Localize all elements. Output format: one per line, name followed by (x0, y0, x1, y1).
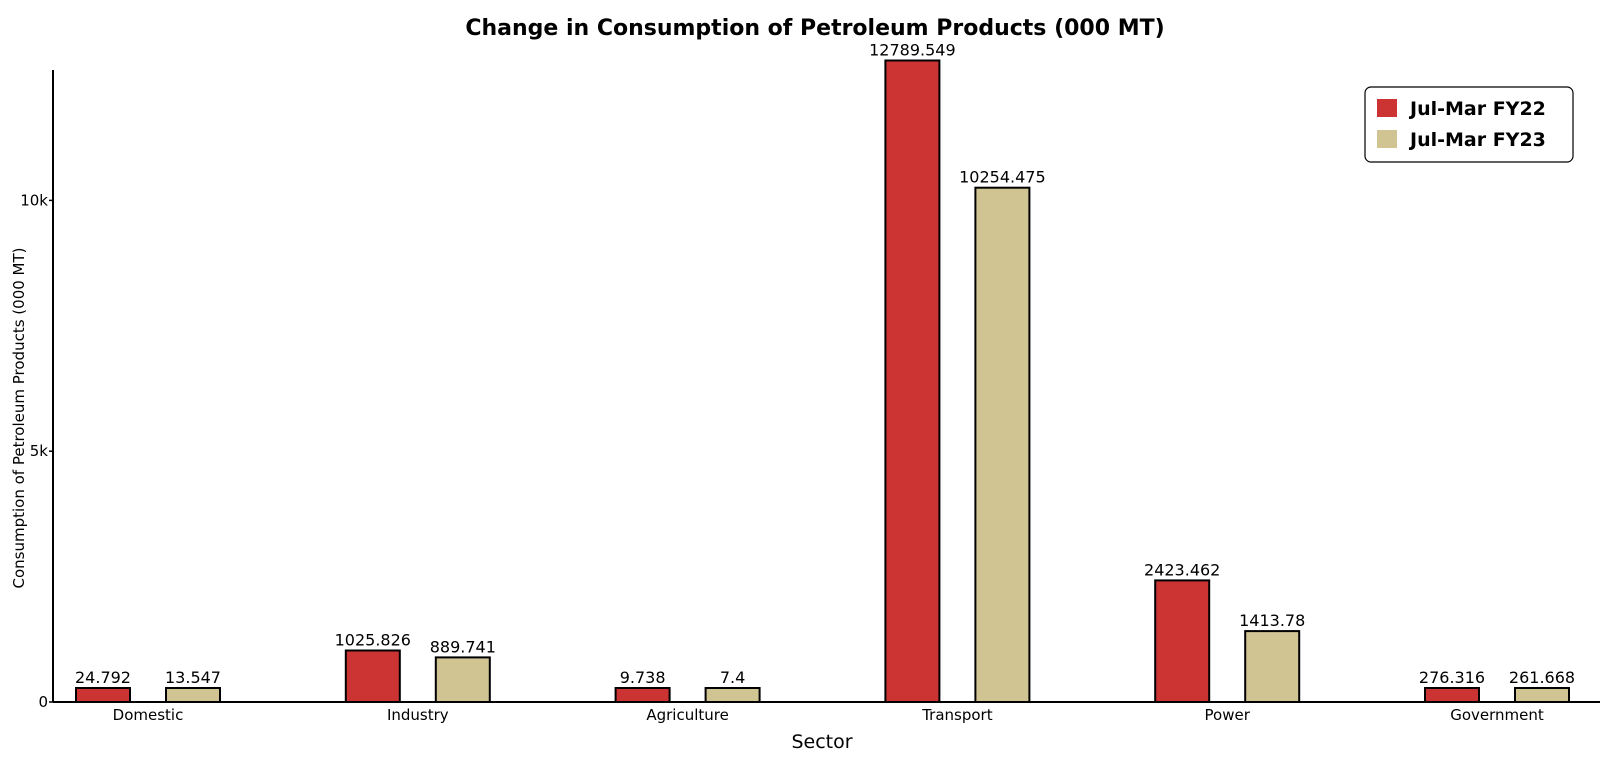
bar-industry-fy22 (344, 649, 401, 703)
bar-industry-fy23 (434, 656, 491, 704)
x-tick-industry: Industry (387, 706, 449, 724)
legend-swatch-fy23 (1377, 130, 1397, 148)
x-tick-government: Government (1450, 706, 1544, 724)
data-label-government-fy23: 261.668 (1509, 668, 1575, 687)
data-label-industry-fy22: 1025.826 (335, 631, 411, 650)
bar-transport-fy22 (884, 59, 941, 703)
data-label-transport-fy23: 10254.475 (959, 168, 1046, 187)
y-tick-0: 0 (38, 693, 48, 711)
legend: Jul-Mar FY22 Jul-Mar FY23 (1364, 86, 1574, 163)
data-label-agriculture-fy22: 9.738 (620, 668, 666, 687)
y-tick-10k: 10k (20, 191, 48, 209)
x-tick-transport: Transport (921, 706, 993, 724)
data-label-industry-fy23: 889.741 (430, 637, 496, 656)
bar-power-fy22 (1154, 579, 1211, 704)
legend-frame (1364, 86, 1574, 163)
data-label-government-fy22: 276.316 (1419, 668, 1485, 687)
axes-layer: Domestic Industry Agriculture Transport Powe… (20, 70, 1600, 724)
data-label-transport-fy22: 12789.549 (869, 41, 956, 60)
bars-layer: 24.792 13.547 1025.826 889.741 9.738 7.4 12789… (75, 41, 1575, 704)
data-label-agriculture-fy23: 7.4 (720, 668, 745, 687)
data-label-domestic-fy23: 13.547 (165, 668, 221, 687)
bar-government-fy23 (1514, 687, 1570, 703)
bar-domestic-fy23 (165, 687, 221, 703)
bar-transport-fy23 (974, 186, 1031, 703)
bar-agriculture-fy22 (614, 687, 671, 703)
x-axis-title: Sector (791, 731, 852, 753)
y-axis-title: Consumption of Petroleum Products (000 M… (10, 247, 28, 588)
x-tick-agriculture: Agriculture (646, 706, 729, 724)
bar-power-fy23 (1244, 630, 1301, 703)
x-tick-domestic: Domestic (113, 706, 184, 724)
data-label-power-fy23: 1413.78 (1239, 611, 1305, 630)
chart-title: Change in Consumption of Petroleum Produ… (465, 16, 1164, 41)
y-tick-5k: 5k (30, 442, 49, 460)
data-label-power-fy22: 2423.462 (1144, 560, 1220, 579)
legend-label-fy23: Jul-Mar FY23 (1408, 129, 1546, 151)
bar-domestic-fy22 (75, 687, 131, 703)
legend-swatch-fy22 (1377, 99, 1397, 117)
bar-government-fy22 (1424, 687, 1480, 703)
legend-label-fy22: Jul-Mar FY22 (1408, 98, 1546, 120)
bar-agriculture-fy23 (704, 687, 761, 703)
x-tick-power: Power (1205, 706, 1251, 724)
data-label-domestic-fy22: 24.792 (75, 668, 131, 687)
